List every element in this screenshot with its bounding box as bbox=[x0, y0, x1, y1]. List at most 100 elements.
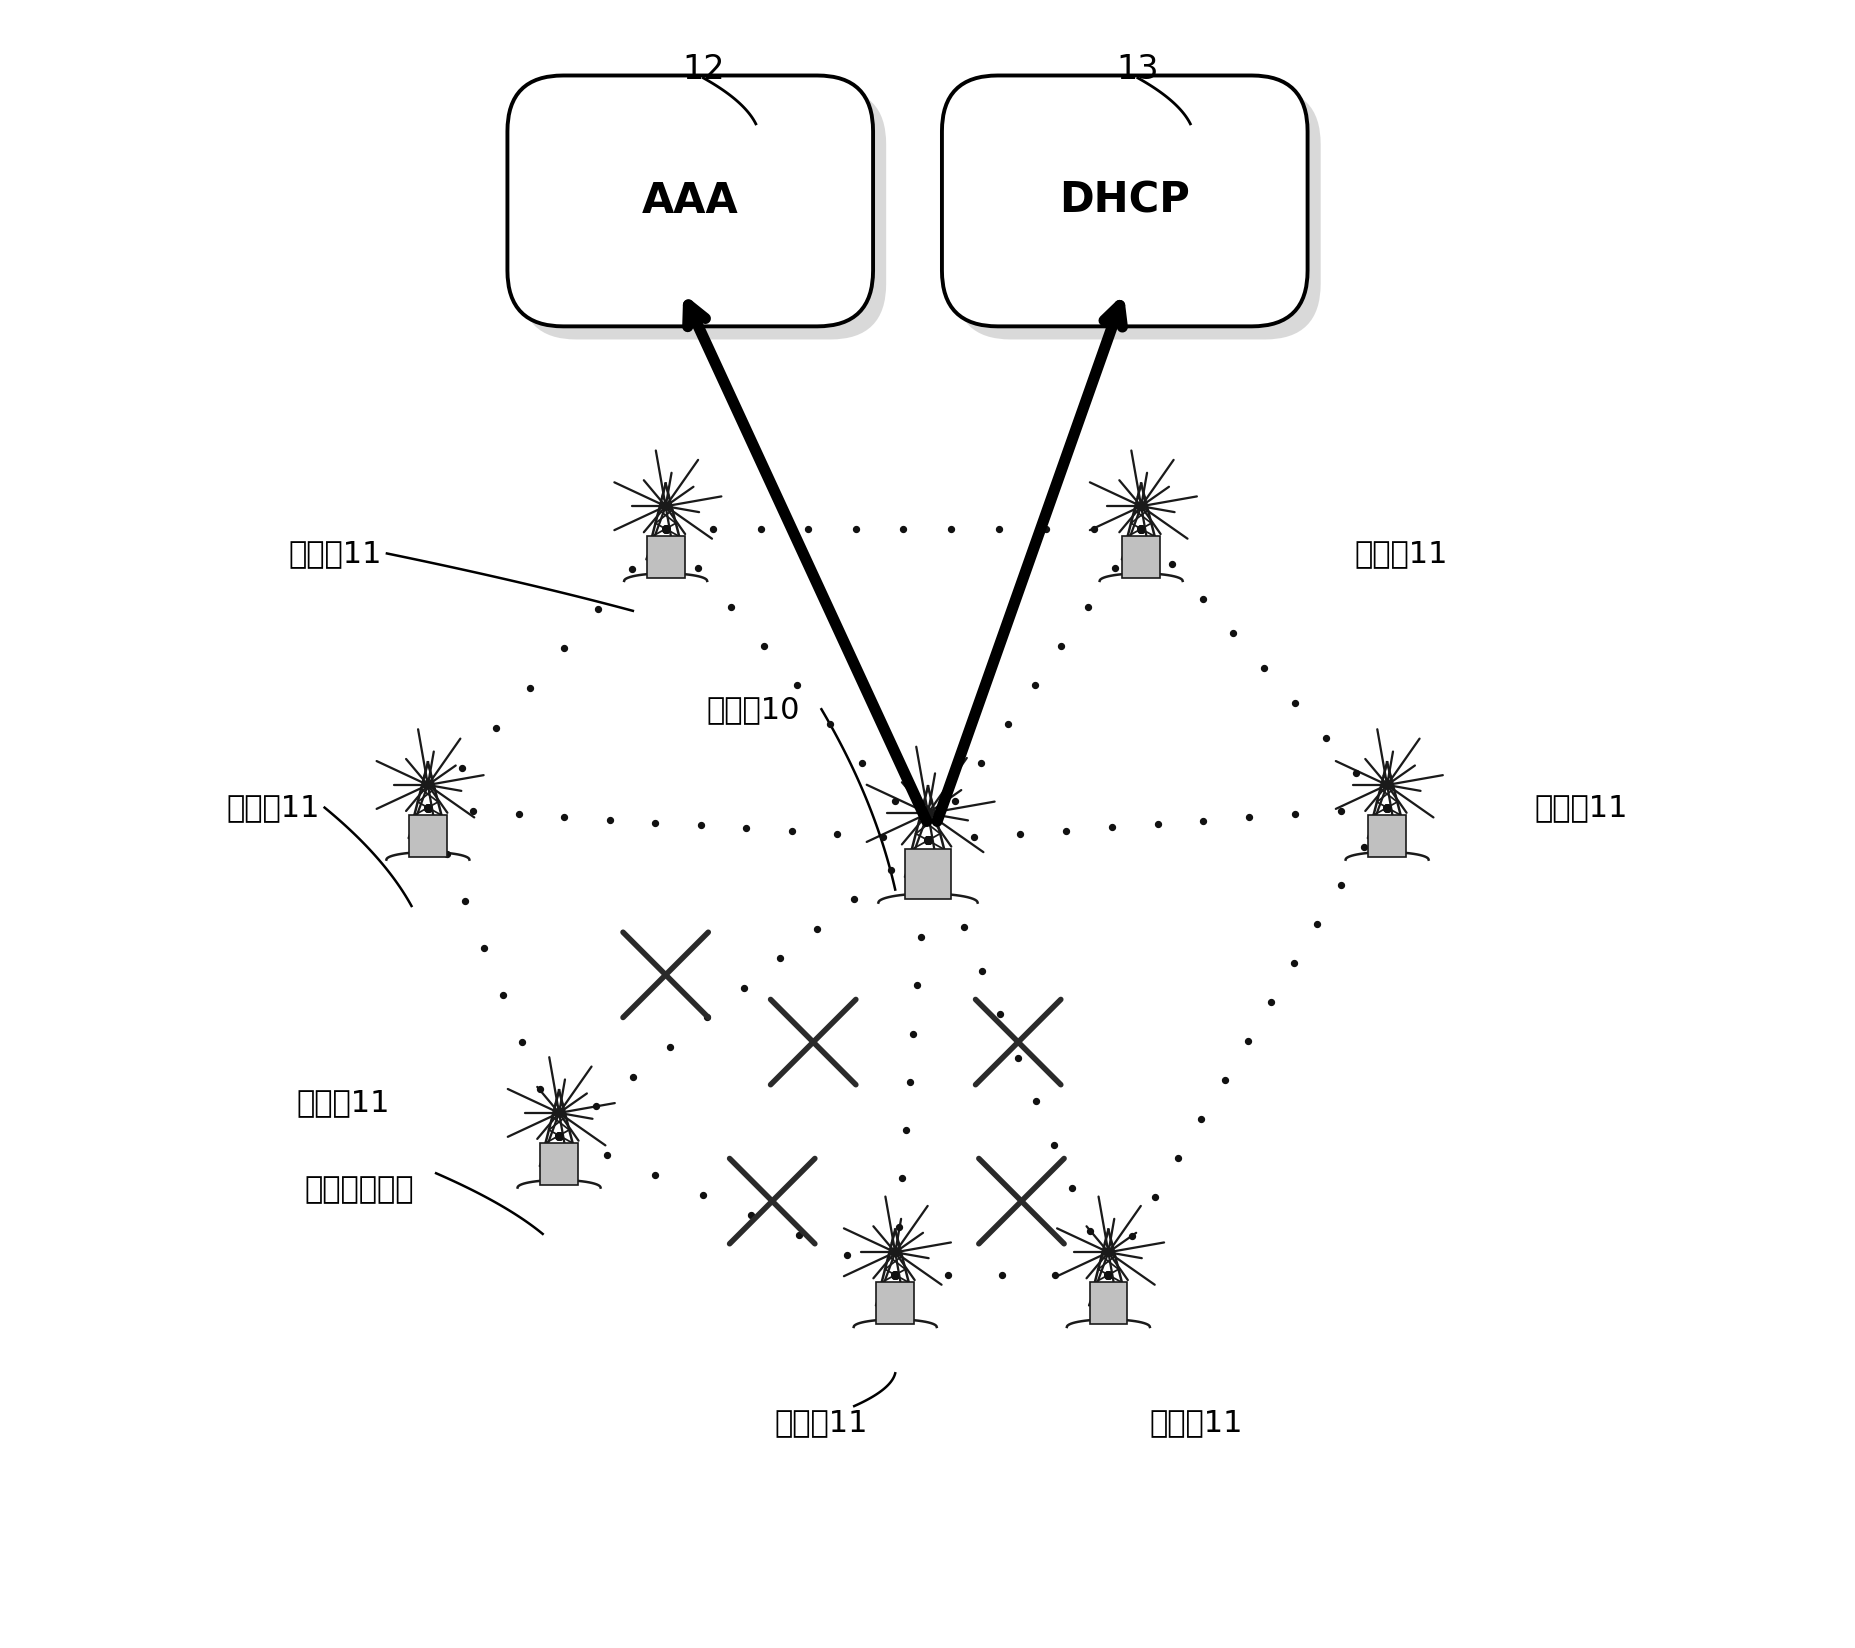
Point bbox=[1163, 1145, 1193, 1172]
Point bbox=[488, 982, 518, 1009]
Point bbox=[933, 1262, 963, 1289]
Point bbox=[931, 870, 961, 897]
Point bbox=[781, 671, 811, 697]
Point bbox=[890, 1117, 920, 1144]
Point bbox=[777, 819, 807, 845]
Point bbox=[992, 710, 1022, 737]
Point bbox=[1341, 760, 1371, 786]
Point bbox=[1072, 593, 1102, 620]
Point bbox=[898, 1020, 928, 1046]
Point bbox=[716, 593, 746, 620]
FancyBboxPatch shape bbox=[408, 816, 447, 857]
Point bbox=[1187, 585, 1217, 611]
Point bbox=[1232, 1028, 1261, 1055]
Point bbox=[651, 516, 681, 542]
Point bbox=[592, 1142, 621, 1168]
Text: 子节点11: 子节点11 bbox=[226, 793, 319, 822]
Point bbox=[1126, 516, 1156, 542]
Point bbox=[697, 516, 727, 542]
Circle shape bbox=[1137, 503, 1145, 511]
Point bbox=[1156, 550, 1185, 577]
Point bbox=[1371, 794, 1401, 821]
Point bbox=[1310, 725, 1339, 751]
Point bbox=[1117, 1223, 1146, 1249]
Point bbox=[451, 888, 480, 915]
Text: 子节点11: 子节点11 bbox=[297, 1088, 390, 1117]
Text: AAA: AAA bbox=[642, 180, 738, 222]
FancyBboxPatch shape bbox=[1089, 1282, 1126, 1323]
Point bbox=[1234, 804, 1263, 831]
Point bbox=[1302, 911, 1332, 938]
Point bbox=[1187, 808, 1217, 834]
Point bbox=[1143, 811, 1172, 837]
Point bbox=[1031, 516, 1061, 542]
Point bbox=[1039, 1262, 1068, 1289]
Text: 子节点11: 子节点11 bbox=[1534, 793, 1627, 822]
Point bbox=[618, 1063, 647, 1089]
FancyBboxPatch shape bbox=[942, 76, 1308, 326]
Point bbox=[686, 812, 716, 839]
Circle shape bbox=[1382, 781, 1391, 789]
Point bbox=[894, 1068, 924, 1094]
Point bbox=[525, 1076, 555, 1103]
Point bbox=[913, 827, 942, 854]
FancyBboxPatch shape bbox=[646, 536, 684, 578]
Point bbox=[1050, 817, 1080, 844]
Point bbox=[1371, 794, 1401, 821]
Point bbox=[876, 857, 905, 883]
FancyBboxPatch shape bbox=[1122, 536, 1159, 578]
Point bbox=[469, 934, 499, 961]
Text: 子节点11: 子节点11 bbox=[1354, 539, 1447, 569]
Point bbox=[1093, 1262, 1122, 1289]
Text: 13: 13 bbox=[1117, 53, 1159, 86]
Point bbox=[1209, 1066, 1239, 1093]
Point bbox=[905, 925, 935, 951]
FancyBboxPatch shape bbox=[519, 89, 885, 339]
Point bbox=[1349, 834, 1378, 860]
Point bbox=[785, 1221, 814, 1248]
Point bbox=[1004, 1045, 1033, 1071]
Point bbox=[794, 516, 824, 542]
Point bbox=[1057, 1175, 1087, 1201]
Point bbox=[913, 827, 942, 854]
Point bbox=[616, 555, 646, 582]
Point bbox=[595, 806, 625, 832]
Point bbox=[414, 794, 443, 821]
Point bbox=[480, 715, 510, 742]
Text: 主节点10: 主节点10 bbox=[707, 695, 800, 723]
Text: 12: 12 bbox=[681, 53, 723, 86]
Point bbox=[1278, 951, 1308, 977]
Point bbox=[736, 1201, 766, 1228]
Point bbox=[1185, 1106, 1215, 1132]
Point bbox=[414, 794, 443, 821]
Point bbox=[432, 840, 462, 867]
Point bbox=[887, 1165, 916, 1192]
Point bbox=[983, 516, 1013, 542]
Text: 子节点11: 子节点11 bbox=[288, 539, 382, 569]
Point bbox=[655, 1033, 684, 1060]
Circle shape bbox=[1104, 1248, 1111, 1256]
Point bbox=[985, 1000, 1015, 1027]
Point bbox=[581, 1093, 610, 1119]
Point bbox=[651, 516, 681, 542]
Point bbox=[966, 750, 996, 776]
Point bbox=[1004, 821, 1033, 847]
FancyBboxPatch shape bbox=[1367, 816, 1406, 857]
FancyBboxPatch shape bbox=[540, 1144, 577, 1185]
FancyBboxPatch shape bbox=[905, 849, 950, 900]
Circle shape bbox=[660, 503, 670, 511]
Point bbox=[966, 957, 996, 984]
Point bbox=[729, 974, 759, 1000]
Point bbox=[549, 634, 579, 661]
Point bbox=[1326, 798, 1356, 824]
Circle shape bbox=[890, 1248, 900, 1256]
Point bbox=[731, 816, 761, 842]
Point bbox=[902, 972, 931, 999]
Point bbox=[506, 1028, 536, 1055]
Point bbox=[868, 824, 898, 850]
Point bbox=[987, 1262, 1017, 1289]
Point bbox=[913, 827, 942, 854]
Point bbox=[544, 1122, 573, 1149]
Point bbox=[939, 788, 968, 814]
Text: 子节点11: 子节点11 bbox=[774, 1407, 868, 1437]
